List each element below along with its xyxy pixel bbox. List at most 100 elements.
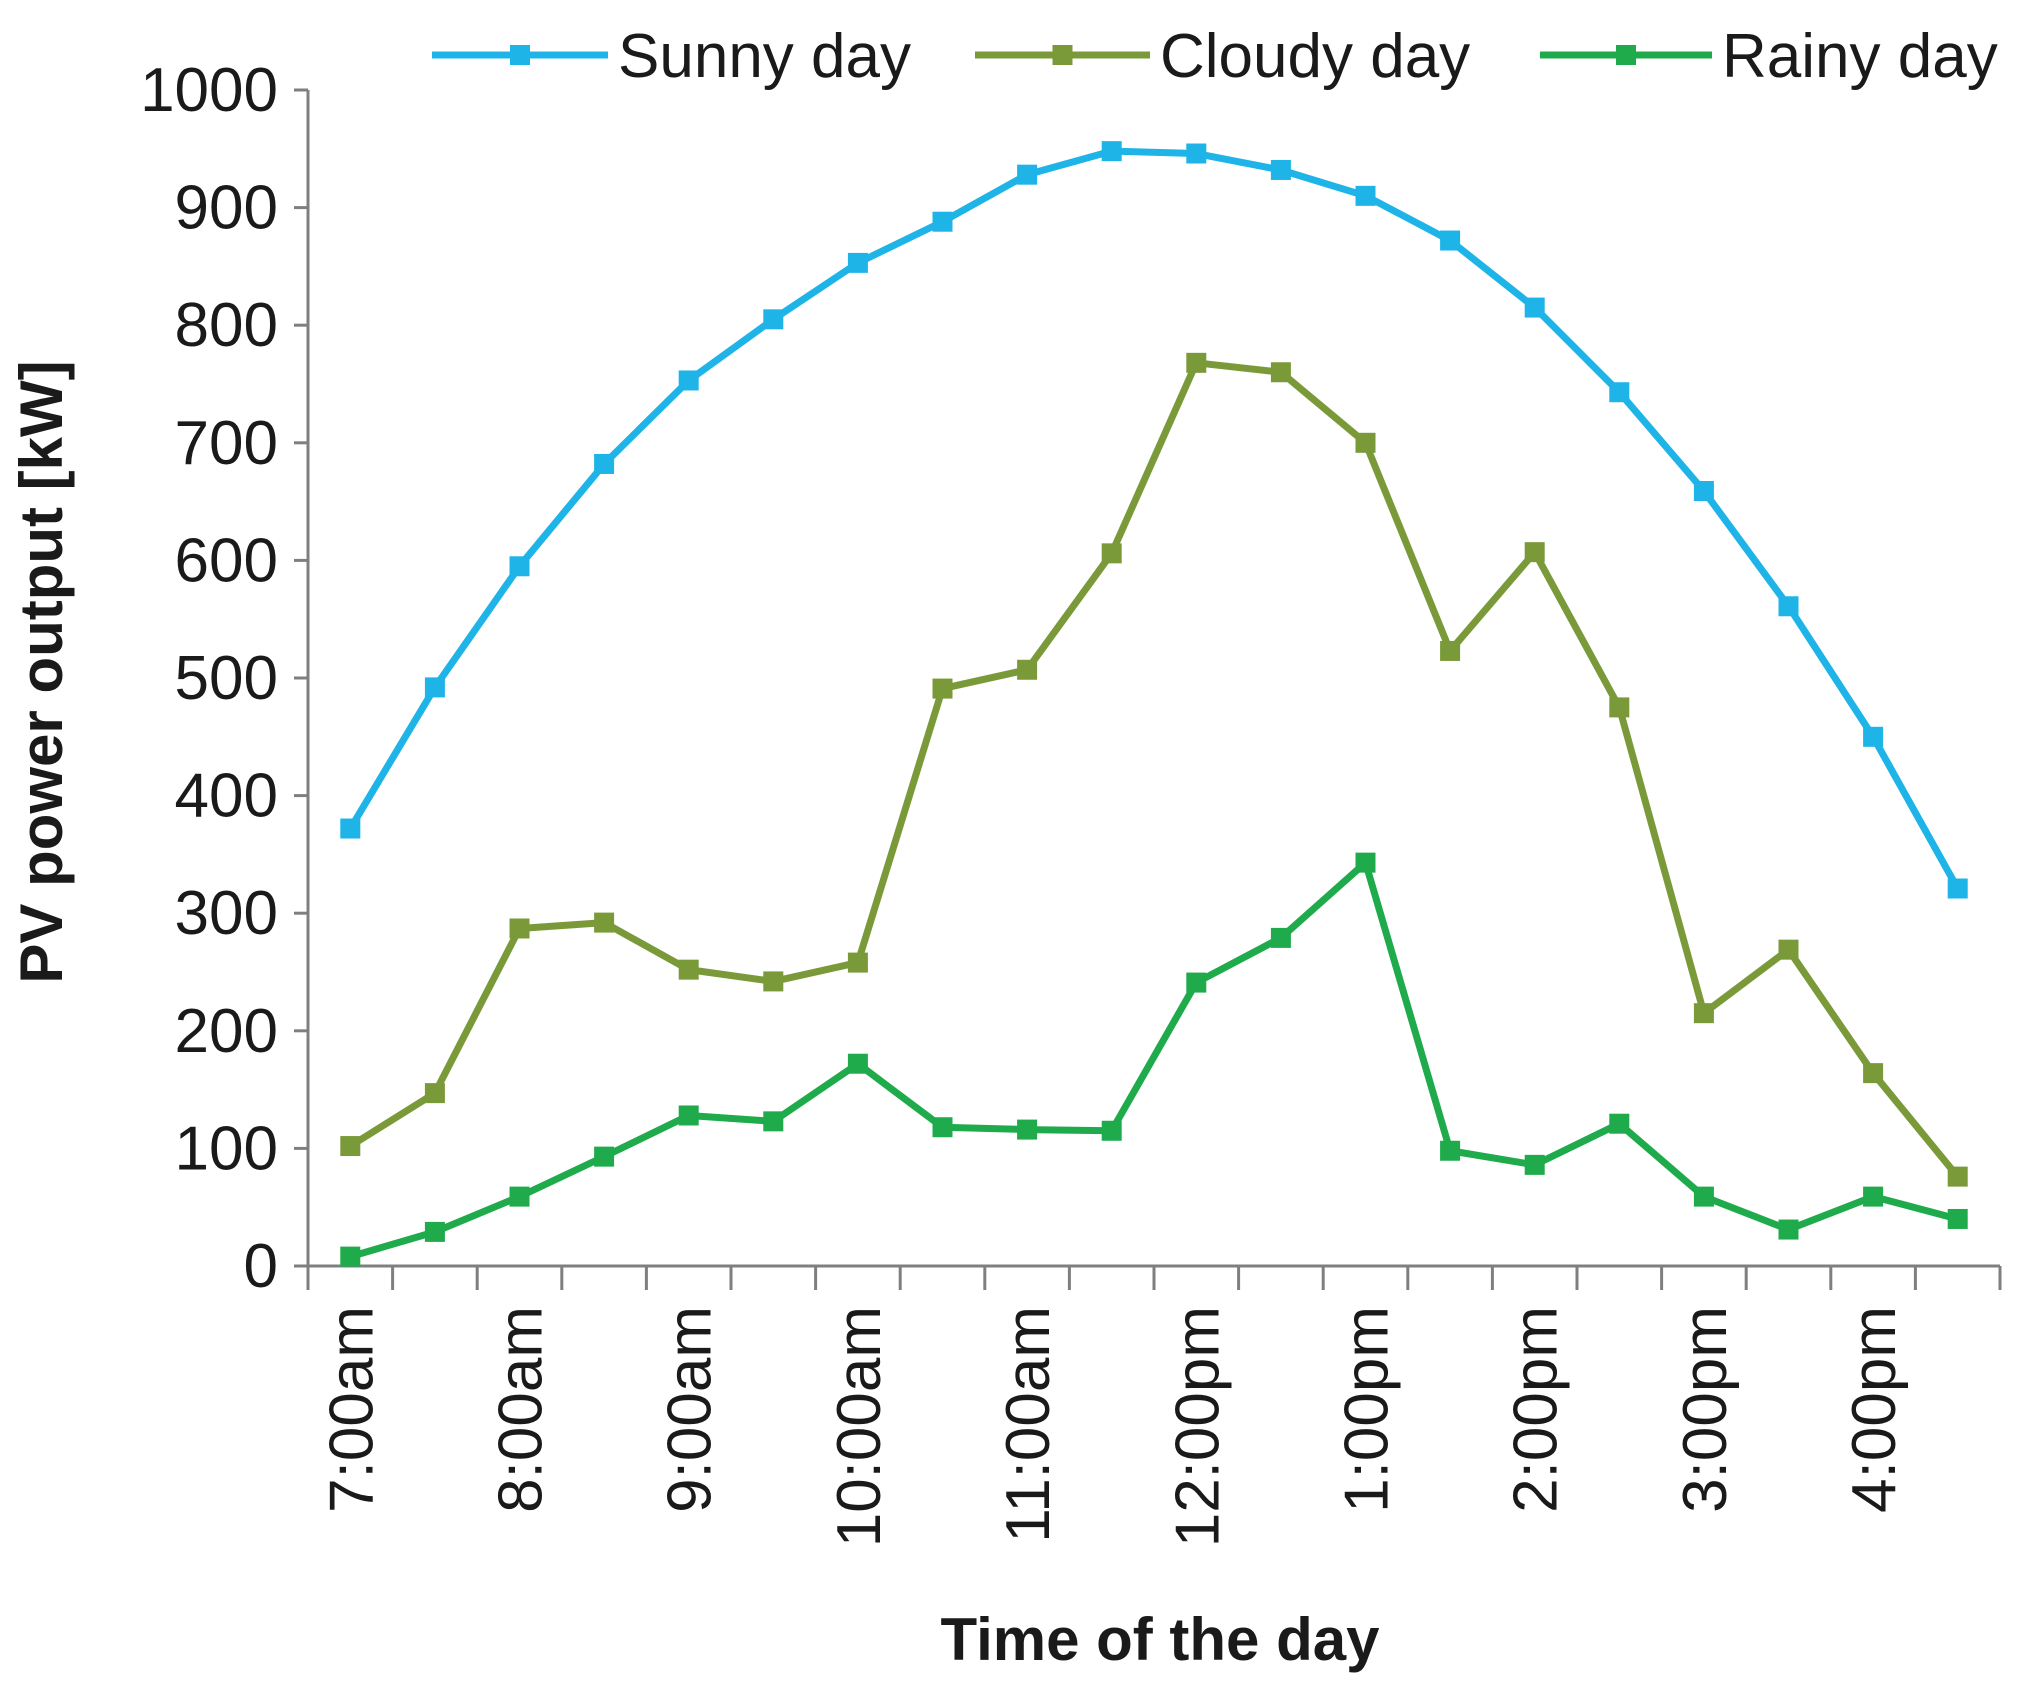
series-rainy-day — [340, 852, 1968, 1267]
data-point — [1524, 297, 1545, 318]
data-point — [594, 912, 615, 933]
data-point — [763, 309, 784, 330]
data-point — [678, 1105, 699, 1126]
data-point — [340, 1136, 361, 1157]
data-point — [1693, 1003, 1714, 1024]
data-point — [1440, 1140, 1461, 1161]
x-tick-label: 1:00pm — [1333, 1306, 1402, 1513]
data-point — [509, 556, 530, 577]
data-point — [594, 453, 615, 474]
x-tick-label: 9:00am — [656, 1306, 725, 1513]
data-point — [1609, 1113, 1630, 1134]
legend-item: Cloudy day — [975, 22, 1470, 91]
data-point — [763, 971, 784, 992]
data-point — [594, 1146, 615, 1167]
x-tick-label: 7:00am — [317, 1306, 386, 1513]
legend-swatch-marker — [1616, 45, 1636, 65]
data-point — [424, 677, 445, 698]
y-tick-label: 200 — [175, 997, 278, 1066]
plot-area — [340, 141, 1968, 1267]
data-point — [1355, 185, 1376, 206]
x-tick-label: 3:00pm — [1671, 1306, 1740, 1513]
data-point — [1524, 542, 1545, 563]
data-point — [763, 1111, 784, 1132]
x-tick-label: 8:00am — [487, 1306, 556, 1513]
legend: Sunny day Cloudy day Rainy day — [432, 22, 1998, 91]
legend-swatch-marker — [510, 45, 530, 65]
legend-label: Rainy day — [1722, 22, 1998, 91]
y-axis: 0 100 200 300 400 500 600 700 800 900 1000 — [140, 56, 310, 1301]
y-tick-label: 100 — [175, 1114, 278, 1183]
data-point — [1863, 726, 1884, 747]
data-point — [847, 252, 868, 273]
legend-swatch-marker — [1052, 45, 1073, 65]
y-tick-label: 1000 — [140, 56, 278, 125]
series-line — [346, 147, 1962, 893]
data-point — [1017, 659, 1038, 680]
data-point — [1270, 362, 1291, 383]
y-tick-label: 700 — [175, 409, 278, 478]
data-point — [678, 370, 699, 391]
data-point — [1947, 1166, 1968, 1187]
x-axis-title: Time of the day — [941, 1606, 1381, 1673]
data-point — [340, 1246, 361, 1267]
data-point — [424, 1221, 445, 1242]
data-point — [1863, 1063, 1884, 1084]
data-point — [1186, 972, 1207, 993]
data-point — [932, 678, 953, 699]
data-point — [1440, 640, 1461, 661]
data-point — [678, 959, 699, 980]
data-point — [847, 1053, 868, 1074]
data-point — [1524, 1154, 1545, 1175]
data-point — [1186, 143, 1207, 164]
y-tick-label: 900 — [175, 174, 278, 243]
data-point — [847, 952, 868, 973]
data-point — [932, 211, 953, 232]
series-line — [346, 359, 1962, 1181]
x-tick-label: 10:00am — [825, 1306, 894, 1547]
data-point — [424, 1083, 445, 1104]
y-tick-label: 400 — [175, 762, 278, 831]
data-point — [932, 1117, 953, 1138]
data-point — [1355, 852, 1376, 873]
data-point — [1863, 1186, 1884, 1207]
y-axis-title: PV power output [kW] — [8, 360, 75, 983]
y-tick-label: 300 — [175, 879, 278, 948]
legend-item: Sunny day — [432, 22, 911, 91]
data-point — [1186, 352, 1207, 373]
data-point — [1778, 596, 1799, 617]
data-point — [1017, 1119, 1038, 1140]
data-point — [1270, 927, 1291, 948]
data-point — [509, 1186, 530, 1207]
x-tick-label: 4:00pm — [1840, 1306, 1909, 1513]
data-point — [1101, 1120, 1122, 1141]
series-sunny-day — [340, 141, 1968, 899]
y-tick-label: 600 — [175, 526, 278, 595]
data-point — [1693, 1186, 1714, 1207]
data-point — [1270, 159, 1291, 180]
series-line — [346, 859, 1962, 1261]
data-point — [340, 818, 361, 839]
data-point — [1778, 939, 1799, 960]
data-point — [1947, 878, 1968, 899]
x-axis: 7:00am 8:00am 9:00am 10:00am 11:00am 12:00pm 1… — [306, 1264, 2002, 1547]
x-tick-label: 12:00pm — [1163, 1306, 1232, 1547]
y-tick-label: 500 — [175, 644, 278, 713]
data-point — [1947, 1208, 1968, 1229]
data-point — [1609, 382, 1630, 403]
legend-label: Sunny day — [618, 22, 911, 91]
data-point — [1440, 230, 1461, 251]
x-tick-label: 2:00pm — [1502, 1306, 1571, 1513]
data-point — [1355, 432, 1376, 453]
series-cloudy-day — [340, 352, 1968, 1187]
data-point — [1017, 164, 1038, 185]
data-point — [1693, 481, 1714, 502]
legend-item: Rainy day — [1540, 22, 1998, 91]
y-tick-label: 0 — [244, 1232, 278, 1301]
data-point — [1609, 697, 1630, 718]
data-point — [509, 918, 530, 939]
y-tick-label: 800 — [175, 291, 278, 360]
data-point — [1101, 543, 1122, 564]
data-point — [1778, 1219, 1799, 1240]
